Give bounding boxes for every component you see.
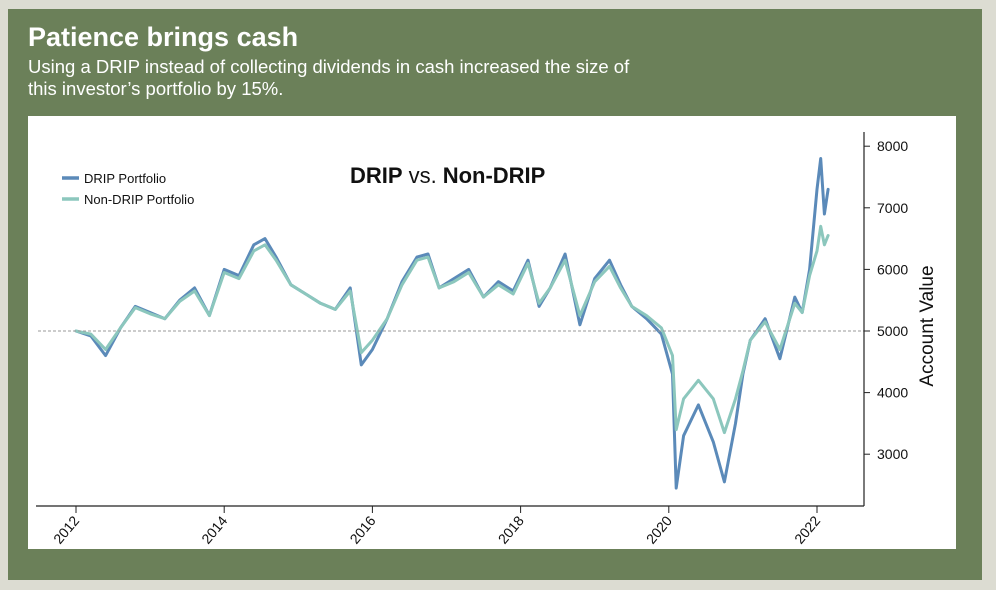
legend-label-non-drip: Non-DRIP Portfolio bbox=[84, 192, 194, 207]
y-tick-label: 6000 bbox=[877, 261, 908, 277]
x-tick-label: 2022 bbox=[791, 512, 823, 546]
y-tick-label: 8000 bbox=[877, 138, 908, 154]
page-title: Patience brings cash bbox=[28, 22, 299, 52]
x-tick-label: 2020 bbox=[643, 512, 675, 546]
plot-area: 2012 2014 2016 2018 2020 2022 3000 4000 5000 600… bbox=[28, 116, 956, 549]
chart-title-drip: DRIP bbox=[350, 163, 403, 188]
chart-title-non-drip: Non-DRIP bbox=[443, 163, 546, 188]
x-tick-label: 2018 bbox=[495, 512, 527, 546]
y-tick-label: 3000 bbox=[877, 446, 908, 462]
x-tick-label: 2012 bbox=[50, 512, 82, 546]
y-tick-label: 4000 bbox=[877, 385, 908, 401]
y-tick-label: 5000 bbox=[877, 323, 908, 339]
line-chart: 2012 2014 2016 2018 2020 2022 3000 4000 5000 600… bbox=[36, 132, 938, 547]
legend: DRIP Portfolio Non-DRIP Portfolio bbox=[62, 171, 194, 207]
series-layer bbox=[74, 157, 830, 490]
page-subtitle: Using a DRIP instead of collecting divid… bbox=[28, 56, 630, 99]
x-axis-ticks: 2012 2014 2016 2018 2020 2022 bbox=[50, 506, 823, 547]
y-axis-ticks: 3000 4000 5000 6000 7000 8000 bbox=[864, 138, 908, 462]
legend-label-drip: DRIP Portfolio bbox=[84, 171, 166, 186]
series-line-non-drip bbox=[74, 224, 830, 435]
x-tick-label: 2014 bbox=[198, 512, 230, 546]
series-line-drip bbox=[74, 157, 830, 490]
y-axis-label: Account Value bbox=[917, 265, 938, 386]
x-tick-label: 2016 bbox=[346, 512, 378, 546]
chart-title: DRIP vs. Non-DRIP bbox=[350, 163, 545, 188]
y-tick-label: 7000 bbox=[877, 200, 908, 216]
chart-title-vs: vs. bbox=[409, 163, 437, 188]
